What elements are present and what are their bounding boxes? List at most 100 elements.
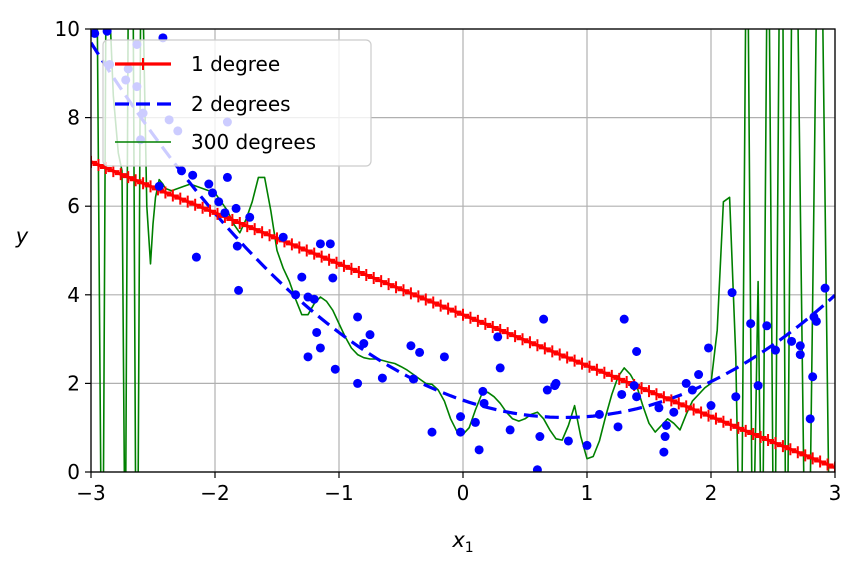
x-tick-label: −1: [324, 481, 353, 505]
series-marker-1-degree: [747, 427, 760, 440]
series-marker-1-degree: [397, 284, 410, 297]
data-point: [312, 327, 322, 337]
series-marker-1-degree: [464, 311, 477, 324]
series-1-degree: [91, 155, 835, 472]
series-marker-1-degree: [762, 434, 775, 447]
data-point: [478, 386, 488, 396]
y-axis-label: y: [15, 224, 29, 248]
data-point: [694, 370, 704, 380]
series-marker-1-degree: [717, 415, 730, 428]
series-marker-1-degree: [226, 213, 239, 226]
legend-label-300-degrees: 300 degrees: [191, 130, 316, 154]
data-point: [297, 272, 307, 282]
series-marker-1-degree: [412, 290, 425, 303]
series-marker-1-degree: [315, 250, 328, 263]
data-point: [406, 341, 416, 351]
series-marker-1-degree: [799, 449, 812, 462]
legend-box: [102, 39, 372, 167]
legend: 1 degree 2 degrees 300 degrees: [102, 39, 372, 167]
series-marker-1-degree: [159, 186, 172, 199]
data-point: [669, 407, 679, 417]
data-point: [753, 381, 763, 391]
data-point: [330, 364, 340, 374]
data-point: [470, 417, 480, 427]
series-marker-1-degree: [732, 421, 745, 434]
series-marker-1-degree: [695, 406, 708, 419]
data-point: [232, 241, 242, 251]
data-point: [456, 412, 466, 422]
series-marker-1-degree: [568, 354, 581, 367]
legend-label-2-degrees: 2 degrees: [191, 92, 291, 116]
series-marker-1-degree: [665, 394, 678, 407]
data-point: [154, 181, 164, 191]
data-point: [231, 203, 241, 213]
series-marker-1-degree: [538, 342, 551, 355]
data-point: [594, 409, 604, 419]
data-point: [353, 312, 363, 322]
series-marker-1-degree: [650, 388, 663, 401]
data-point: [629, 381, 639, 391]
data-point: [177, 166, 187, 176]
data-point: [660, 432, 670, 442]
series-marker-1-degree: [709, 412, 722, 425]
data-point: [654, 403, 664, 413]
data-point: [214, 197, 224, 207]
series-marker-1-degree: [672, 397, 685, 410]
data-point: [762, 321, 772, 331]
x-tick-label: 3: [829, 481, 842, 505]
series-marker-1-degree: [613, 372, 626, 385]
data-point: [704, 343, 714, 353]
data-point: [303, 352, 313, 362]
series-marker-1-degree: [553, 348, 566, 361]
plot-area: [91, 29, 835, 472]
series-marker-1-degree: [724, 418, 737, 431]
data-point: [188, 170, 198, 180]
data-point: [787, 336, 797, 346]
series-marker-1-degree: [122, 171, 135, 184]
series-marker-1-degree: [776, 440, 789, 453]
series-marker-1-degree: [784, 443, 797, 456]
data-point: [91, 29, 100, 38]
data-point: [377, 373, 387, 383]
data-point: [582, 440, 592, 450]
y-tick-label: 10: [55, 17, 80, 41]
data-point: [681, 378, 691, 388]
series-marker-1-degree: [137, 177, 150, 190]
series-marker-1-degree: [360, 268, 373, 281]
series-marker-1-degree: [576, 357, 589, 370]
x-tick-label: 0: [457, 481, 470, 505]
series-marker-1-degree: [352, 265, 365, 278]
data-point: [439, 352, 449, 362]
series-marker-1-degree: [509, 330, 522, 343]
x-tick-label: 1: [581, 481, 594, 505]
series-marker-1-degree: [479, 317, 492, 330]
series-marker-1-degree: [501, 327, 514, 340]
series-marker-1-degree: [337, 259, 350, 272]
y-tick-label: 8: [67, 106, 80, 130]
series-marker-1-degree: [323, 253, 336, 266]
data-point: [234, 285, 244, 295]
data-point: [222, 172, 232, 182]
data-point: [325, 239, 335, 249]
data-point: [245, 212, 255, 222]
series-marker-1-degree: [293, 241, 306, 254]
data-point: [727, 288, 737, 298]
data-point: [278, 232, 288, 242]
data-point: [291, 290, 301, 300]
series-marker-1-degree: [590, 363, 603, 376]
series-marker-1-degree: [523, 336, 536, 349]
data-point: [619, 314, 629, 324]
data-point: [551, 378, 561, 388]
series-marker-1-degree: [181, 195, 194, 208]
x-tick-label: −2: [200, 481, 229, 505]
data-point: [795, 341, 805, 351]
data-point: [408, 374, 418, 384]
data-point: [659, 447, 669, 457]
data-point: [493, 332, 503, 342]
series-marker-1-degree: [754, 431, 767, 444]
data-point: [328, 273, 338, 283]
data-point: [204, 179, 214, 189]
data-point: [617, 389, 627, 399]
series-marker-1-degree: [174, 192, 187, 205]
data-point: [359, 339, 369, 349]
